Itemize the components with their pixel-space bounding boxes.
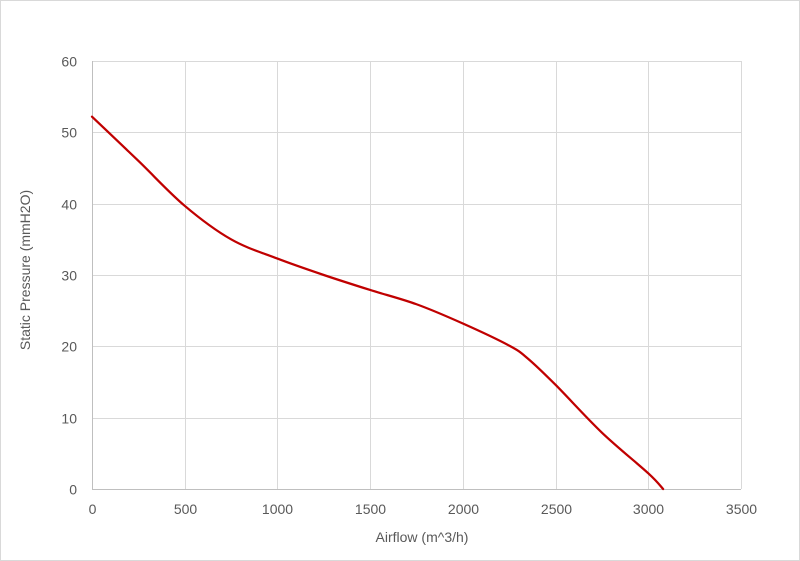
x-axis-title: Airflow (m^3/h)	[376, 529, 469, 545]
y-tick-label: 10	[61, 411, 77, 427]
y-tick-label: 20	[61, 339, 77, 355]
gridlines	[92, 61, 742, 489]
x-tick-label: 3500	[726, 501, 757, 517]
y-tick-label: 50	[61, 125, 77, 141]
x-tick-label: 1500	[355, 501, 386, 517]
x-tick-label: 2500	[541, 501, 572, 517]
y-axis-title: Static Pressure (mmH2O)	[17, 190, 33, 350]
y-tick-label: 40	[61, 197, 77, 213]
tick-labels: 0 10 20 30 40 50 60 0 500 1000 1500 2000 2500 3000 350…	[61, 54, 757, 518]
x-tick-label: 0	[89, 501, 97, 517]
x-tick-label: 500	[174, 501, 198, 517]
y-tick-label: 60	[61, 54, 77, 70]
y-tick-label: 30	[61, 268, 77, 284]
x-tick-label: 2000	[448, 501, 479, 517]
y-tick-label: 0	[69, 482, 77, 498]
pressure-curve-line	[90, 115, 665, 491]
x-tick-label: 3000	[633, 501, 664, 517]
x-tick-label: 1000	[262, 501, 293, 517]
series-layer	[90, 115, 665, 491]
axes	[92, 61, 741, 490]
